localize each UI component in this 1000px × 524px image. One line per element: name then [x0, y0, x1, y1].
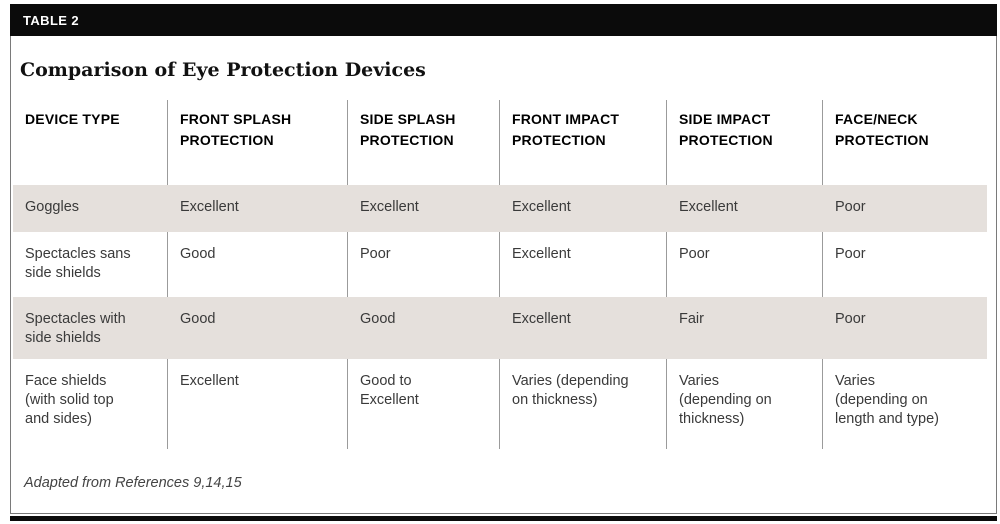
- rating-cell: Poor: [835, 246, 866, 262]
- column-header-side-splash: SIDE SPLASH PROTECTION: [348, 100, 500, 185]
- rating-cell: Poor: [823, 185, 987, 232]
- comparison-table: DEVICE TYPE FRONT SPLASH PROTECTION SIDE…: [13, 100, 987, 449]
- rating-cell: Varies (depending on thickness): [500, 359, 667, 449]
- rating-cell: Varies (depending on length and type): [835, 373, 939, 427]
- rating-cell: Excellent: [500, 297, 667, 359]
- device-cell: Goggles: [13, 185, 168, 232]
- rating-cell: Poor: [823, 297, 987, 359]
- rating-cell: Good: [168, 297, 348, 359]
- table-label: TABLE 2: [23, 12, 80, 28]
- rating-cell: Fair: [667, 297, 823, 359]
- rating-cell: Poor: [348, 232, 500, 297]
- column-header-device-type: DEVICE TYPE: [13, 100, 168, 185]
- device-cell: Spectacles with side shields: [13, 297, 168, 359]
- bottom-rule: [10, 516, 997, 521]
- table-title: Comparison of Eye Protection Devices: [20, 59, 426, 81]
- rating-cell: Good: [168, 232, 348, 297]
- column-header-front-splash: FRONT SPLASH PROTECTION: [168, 100, 348, 185]
- rating-cell: Good to Excellent: [348, 359, 500, 449]
- table-label-bar: TABLE 2: [10, 4, 997, 36]
- device-cell: Face shields (with solid top and sides): [13, 359, 168, 449]
- column-header-front-impact: FRONT IMPACT PROTECTION: [500, 100, 667, 185]
- device-cell: Spectacles sans side shields: [13, 232, 168, 297]
- table-row-spectacles-with-side-shields: Spectacles with side shields Good Good E…: [13, 297, 987, 359]
- rating-cell: Excellent: [168, 185, 348, 232]
- table-row-goggles: Goggles Excellent Excellent Excellent Ex…: [13, 185, 987, 232]
- footnote: Adapted from References 9,14,15: [24, 475, 242, 491]
- column-header-face-neck: FACE/NECK PROTECTION: [835, 111, 929, 148]
- rating-cell: Good: [348, 297, 500, 359]
- rating-cell: Excellent: [168, 359, 348, 449]
- table-frame: Comparison of Eye Protection Devices DEV…: [10, 36, 997, 514]
- rating-cell: Excellent: [500, 232, 667, 297]
- column-header-side-impact: SIDE IMPACT PROTECTION: [667, 100, 823, 185]
- rating-cell: Excellent: [500, 185, 667, 232]
- table-row-face-shields: Face shields (with solid top and sides) …: [13, 359, 987, 449]
- rating-cell: Excellent: [667, 185, 823, 232]
- header-row: DEVICE TYPE FRONT SPLASH PROTECTION SIDE…: [13, 100, 987, 185]
- rating-cell: Poor: [667, 232, 823, 297]
- rating-cell: Varies (depending on thickness): [667, 359, 823, 449]
- table-figure: TABLE 2 Comparison of Eye Protection Dev…: [10, 4, 997, 521]
- rating-cell: Excellent: [348, 185, 500, 232]
- table-row-spectacles-sans-side-shields: Spectacles sans side shields Good Poor E…: [13, 232, 987, 297]
